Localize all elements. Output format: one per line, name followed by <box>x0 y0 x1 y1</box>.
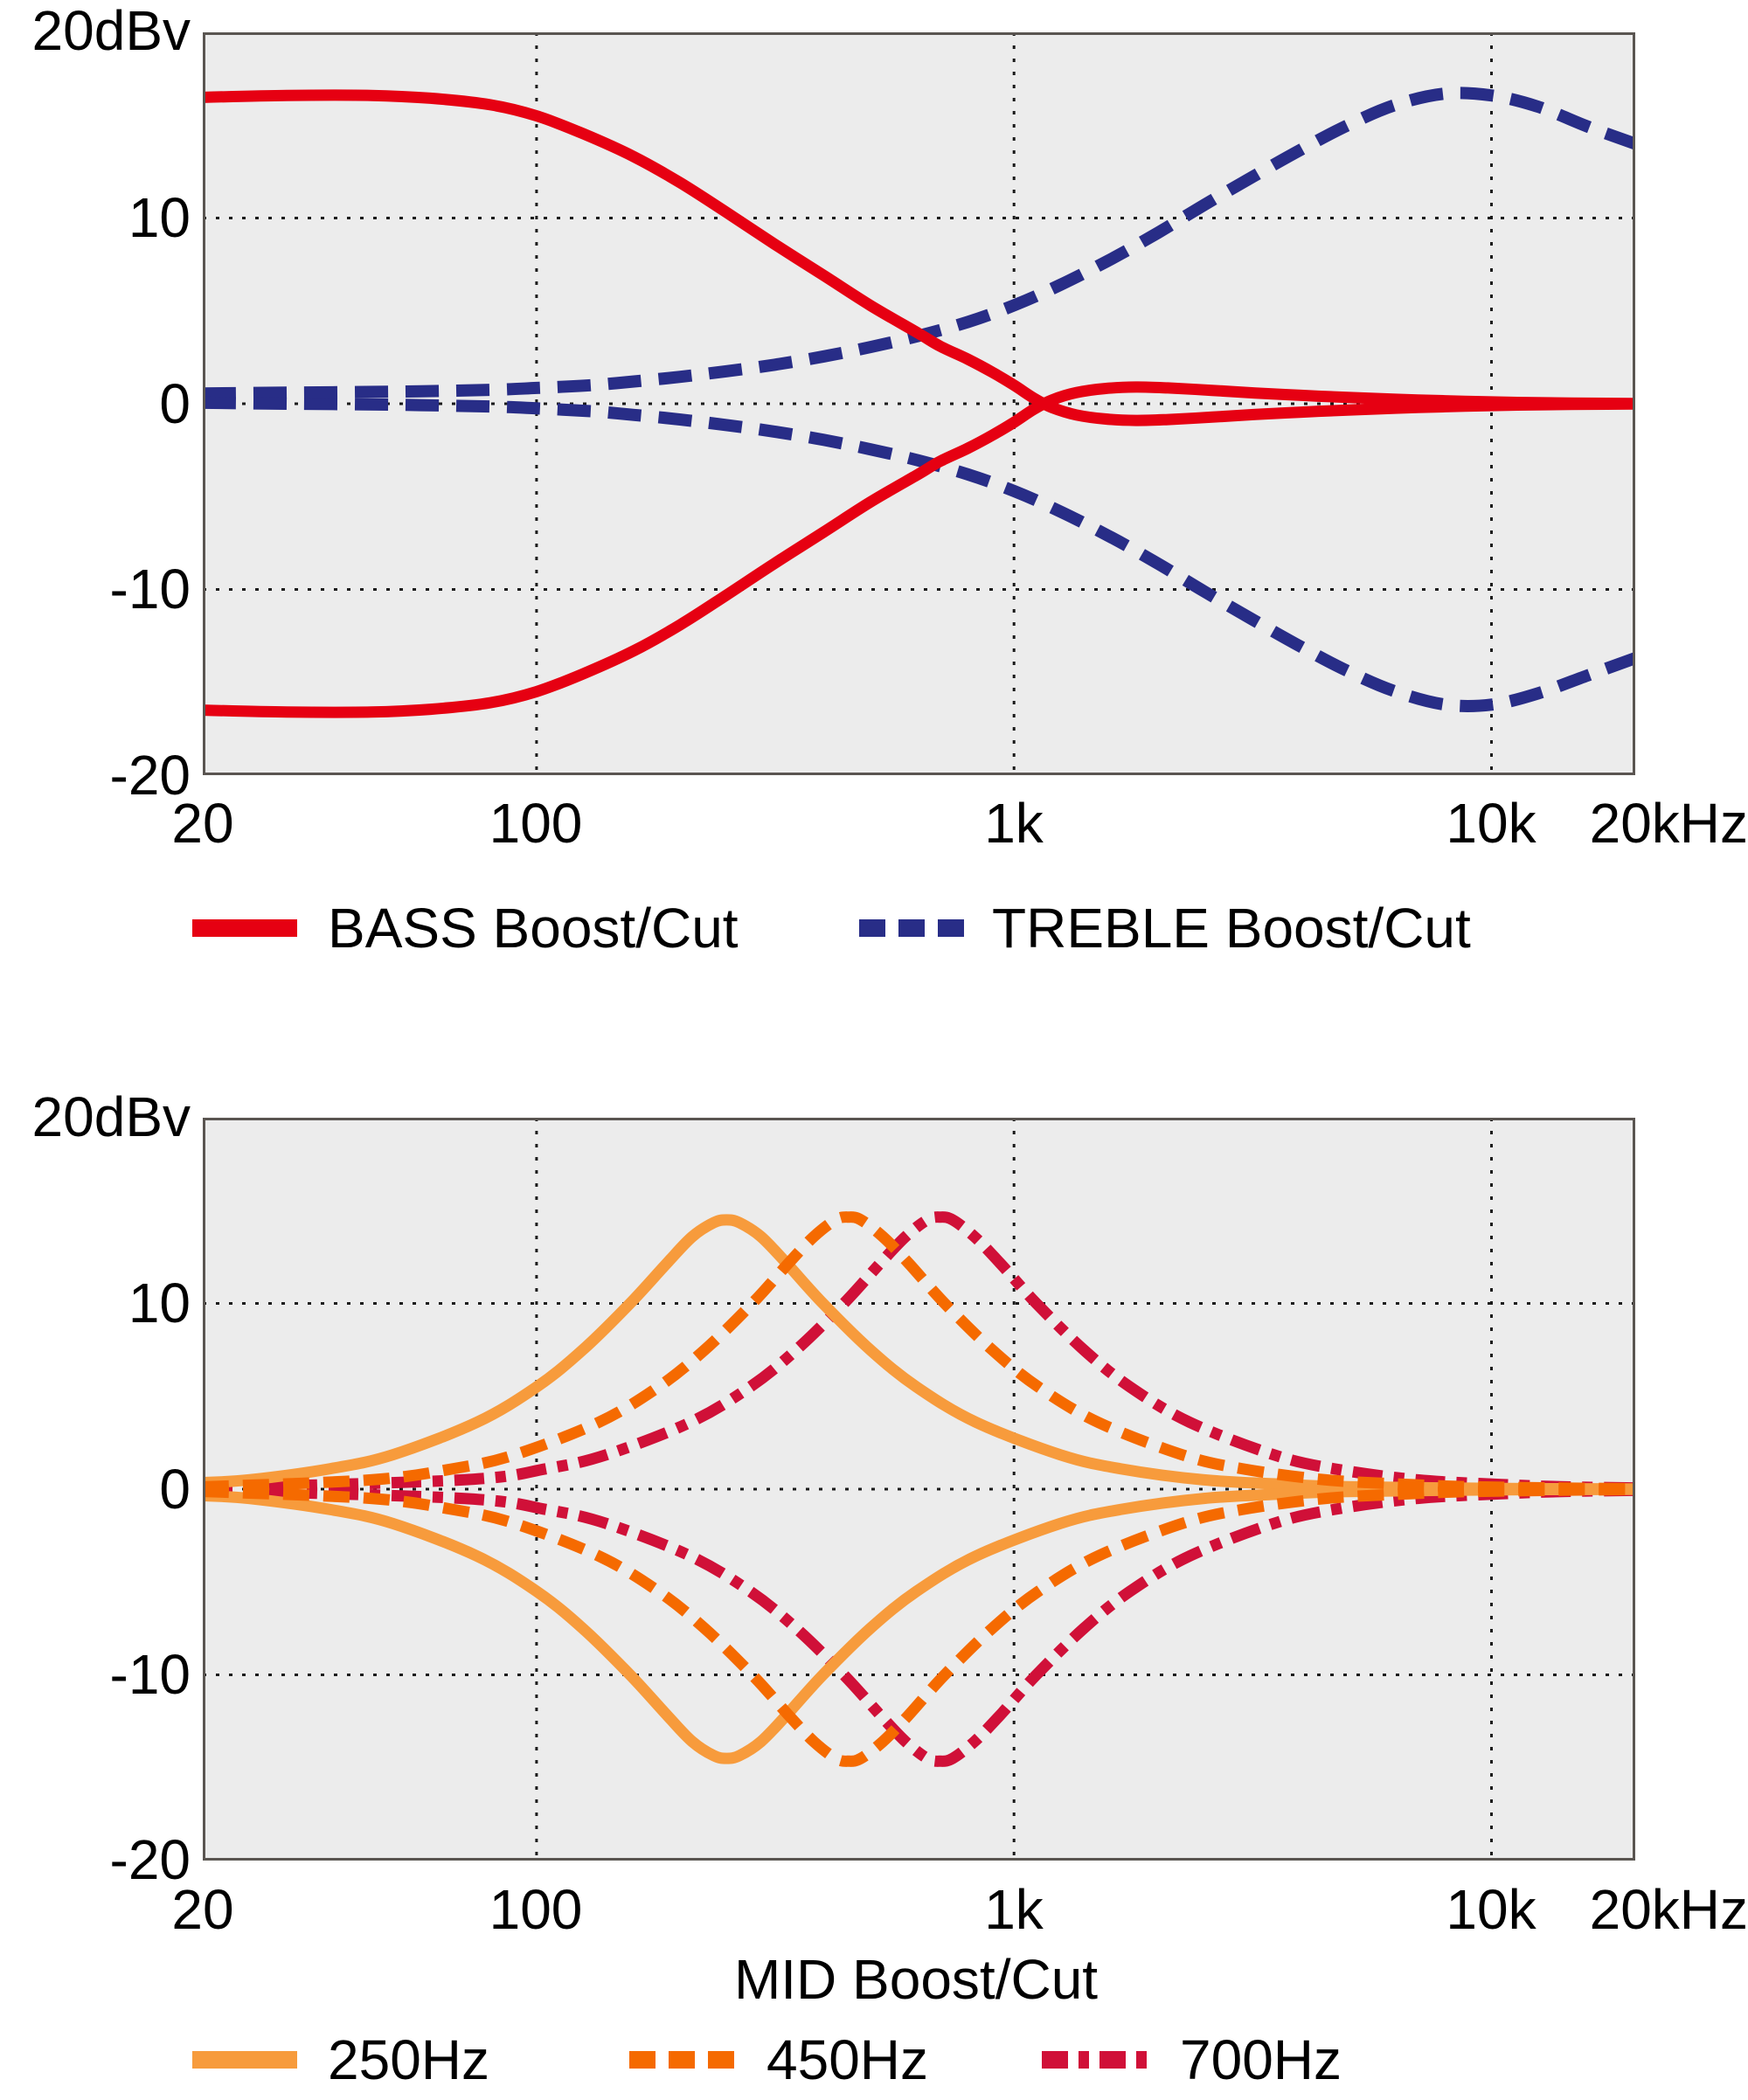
plot-border <box>203 1118 1635 1861</box>
x-tick-label: 1k <box>984 1878 1044 1941</box>
y-tick-label: 0 <box>159 372 191 435</box>
series-700hz-cut <box>203 1484 1635 1767</box>
x-tick-label: 20kHz <box>1589 792 1748 855</box>
x-tick-label: 20 <box>171 1878 234 1941</box>
x-tick-label: 100 <box>489 1878 583 1941</box>
y-tick-label: 10 <box>128 1272 191 1334</box>
series-bass-boost <box>203 89 1635 426</box>
y-tick-label: -20 <box>109 1828 191 1891</box>
series-250hz-boost <box>203 1214 1635 1495</box>
mid-700hz-legend-swatch <box>1042 2051 1147 2069</box>
series-250hz-cut <box>203 1483 1635 1764</box>
y-axis-unit-label: 20dBv <box>31 1085 191 1148</box>
x-tick-label: 20 <box>171 792 234 855</box>
series-treble-cut <box>203 396 1635 712</box>
mid-450hz-legend-swatch <box>629 2051 734 2069</box>
bass-legend-swatch <box>192 919 297 937</box>
y-axis-unit-label: 20dBv <box>31 0 191 62</box>
mid-700hz-legend-label: 700Hz <box>1180 2028 1342 2091</box>
mid-axis-title: MID Boost/Cut <box>733 1948 1099 2011</box>
x-tick-label: 1k <box>984 792 1044 855</box>
y-tick-label: 0 <box>159 1458 191 1521</box>
x-tick-label: 10k <box>1446 1878 1536 1941</box>
x-tick-label: 100 <box>489 792 583 855</box>
bass-legend-label: BASS Boost/Cut <box>328 897 739 960</box>
mid-450hz-legend-label: 450Hz <box>766 2028 928 2091</box>
series-group <box>203 87 1635 718</box>
x-tick-label: 20kHz <box>1589 1878 1748 1941</box>
treble-legend-swatch <box>859 919 964 937</box>
x-tick-label: 10k <box>1446 792 1536 855</box>
treble-legend-label: TREBLE Boost/Cut <box>992 897 1471 960</box>
series-treble-boost <box>203 87 1635 400</box>
mid-chart-canvas <box>203 1118 1635 1861</box>
series-450hz-boost <box>203 1211 1635 1494</box>
series-group <box>203 1211 1635 1767</box>
mid-250hz-legend-label: 250Hz <box>328 2028 489 2091</box>
plot-border <box>203 32 1635 775</box>
bass-treble-chart-canvas <box>203 32 1635 775</box>
series-450hz-cut <box>203 1484 1635 1767</box>
y-tick-label: -10 <box>109 558 191 620</box>
series-bass-cut <box>203 381 1635 718</box>
y-tick-label: -20 <box>109 744 191 807</box>
mid-250hz-legend-swatch <box>192 2051 297 2069</box>
y-tick-label: -10 <box>109 1643 191 1706</box>
y-tick-label: 10 <box>128 186 191 249</box>
series-700hz-boost <box>203 1211 1635 1494</box>
